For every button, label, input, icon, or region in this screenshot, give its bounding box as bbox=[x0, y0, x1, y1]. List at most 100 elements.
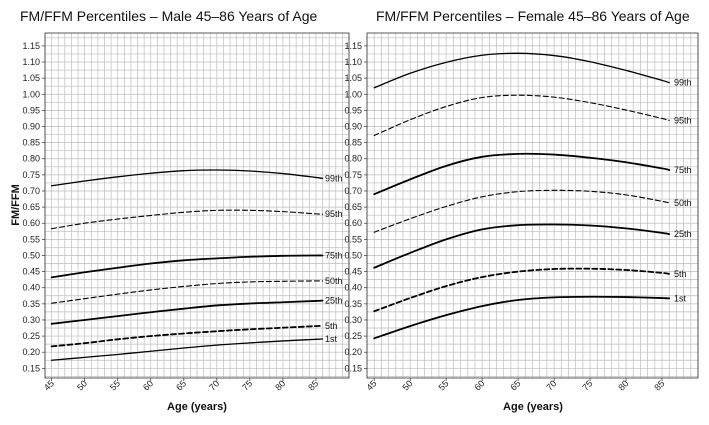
y-tick-label: 0.85 bbox=[344, 138, 362, 148]
y-tick-label: 0.90 bbox=[344, 122, 362, 132]
x-tick-label: 85 bbox=[306, 378, 320, 392]
y-tick-label: 0.70 bbox=[22, 186, 40, 196]
series-label-female-99th: 99th bbox=[674, 78, 692, 88]
series-label-male-1st: 1st bbox=[325, 334, 338, 344]
chart-title-male: FM/FFM Percentiles – Male 45–86 Years of… bbox=[20, 8, 317, 24]
x-tick-label: 60 bbox=[472, 378, 486, 392]
series-female: 1st 5th 25th 50th 75th 95th 99th bbox=[373, 52, 692, 340]
series-label-female-50th: 50th bbox=[674, 198, 692, 208]
y-tick-label: 0.65 bbox=[344, 202, 362, 212]
series-label-male-50th: 50th bbox=[325, 276, 343, 286]
x-tick-label: 75 bbox=[240, 378, 254, 392]
y-tick-label: 1.05 bbox=[344, 73, 362, 83]
y-tick-label: 0.70 bbox=[344, 186, 362, 196]
series-label-female-25th: 25th bbox=[674, 229, 692, 239]
chart-title-female: FM/FFM Percentiles – Female 45–86 Years … bbox=[376, 8, 690, 24]
x-tick-label: 80 bbox=[273, 378, 287, 392]
x-tick-label: 65 bbox=[508, 378, 522, 392]
series-male: 1st 5th 25th 50th 75th 95th 99th bbox=[50, 169, 343, 361]
series-label-female-1st: 1st bbox=[674, 293, 687, 303]
y-tick-label: 0.45 bbox=[22, 267, 40, 277]
series-label-male-75th: 75th bbox=[325, 250, 343, 260]
y-tick-label: 0.40 bbox=[22, 283, 40, 293]
y-tick-label: 1.05 bbox=[22, 73, 40, 83]
y-tick-label: 0.35 bbox=[22, 299, 40, 309]
grid-male bbox=[44, 33, 350, 378]
y-tick-label: 0.50 bbox=[344, 250, 362, 260]
x-tick-label: 85 bbox=[652, 378, 666, 392]
plot-frame-female bbox=[366, 32, 699, 379]
series-label-male-95th: 95th bbox=[325, 209, 343, 219]
series-label-female-75th: 75th bbox=[674, 165, 692, 175]
ticks-female: 0.15 0.20 0.25 0.30 0.35 0.40 0.45 0.50 0.55 0.60… bbox=[344, 41, 666, 393]
series-label-male-5th: 5th bbox=[325, 321, 338, 331]
grid-female bbox=[366, 33, 699, 378]
y-tick-label: 0.15 bbox=[344, 363, 362, 373]
y-tick-label: 0.55 bbox=[344, 234, 362, 244]
series-line-female-95th bbox=[373, 94, 670, 137]
y-tick-label: 0.80 bbox=[22, 154, 40, 164]
series-line-male-75th bbox=[50, 254, 324, 279]
chart-female: FM/FFM Percentiles – Female 45–86 Years … bbox=[344, 8, 699, 413]
x-tick-label: 50 bbox=[400, 378, 414, 392]
x-tick-label: 75 bbox=[580, 378, 594, 392]
y-tick-label: 0.75 bbox=[344, 170, 362, 180]
series-line-female-99th bbox=[373, 52, 670, 89]
series-line-male-5th bbox=[50, 324, 324, 348]
plot-frame-male bbox=[44, 32, 350, 379]
chart-male: FM/FFM Percentiles – Male 45–86 Years of… bbox=[10, 8, 350, 413]
x-tick-label: 45 bbox=[364, 378, 378, 392]
series-label-female-95th: 95th bbox=[674, 115, 692, 125]
x-axis-label-female: Age (years) bbox=[503, 401, 563, 413]
y-tick-label: 0.65 bbox=[22, 202, 40, 212]
y-tick-label: 1.10 bbox=[344, 57, 362, 67]
y-tick-label: 0.95 bbox=[344, 105, 362, 115]
y-tick-label: 0.30 bbox=[22, 315, 40, 325]
x-axis-label-male: Age (years) bbox=[167, 401, 227, 413]
series-line-female-1st bbox=[373, 295, 671, 340]
y-tick-label: 0.60 bbox=[22, 218, 40, 228]
y-tick-label: 0.50 bbox=[22, 250, 40, 260]
x-tick-label: 80 bbox=[616, 378, 630, 392]
y-tick-label: 1.15 bbox=[22, 41, 40, 51]
y-tick-label: 0.20 bbox=[344, 347, 362, 357]
series-line-male-99th bbox=[50, 169, 324, 187]
ticks-male: 0.15 0.20 0.25 0.30 0.35 0.40 0.45 0.50 0.55 0.60… bbox=[22, 41, 320, 393]
y-tick-label: 0.90 bbox=[22, 122, 40, 132]
x-tick-label: 50 bbox=[75, 378, 89, 392]
y-tick-label: 0.35 bbox=[344, 299, 362, 309]
y-tick-label: 1.15 bbox=[344, 41, 362, 51]
series-line-male-25th bbox=[50, 299, 324, 325]
series-line-female-25th bbox=[373, 223, 671, 269]
y-tick-label: 0.20 bbox=[22, 347, 40, 357]
series-line-female-75th bbox=[373, 152, 671, 196]
y-tick-label: 0.85 bbox=[22, 138, 40, 148]
x-tick-label: 70 bbox=[207, 378, 221, 392]
x-tick-label: 55 bbox=[108, 378, 122, 392]
y-tick-label: 0.55 bbox=[22, 234, 40, 244]
y-tick-label: 0.60 bbox=[344, 218, 362, 228]
x-tick-label: 55 bbox=[436, 378, 450, 392]
y-tick-label: 1.00 bbox=[344, 89, 362, 99]
y-tick-label: 1.10 bbox=[22, 57, 40, 67]
y-tick-label: 0.40 bbox=[344, 283, 362, 293]
y-tick-label: 0.45 bbox=[344, 267, 362, 277]
y-tick-label: 0.75 bbox=[22, 170, 40, 180]
series-line-male-1st bbox=[50, 338, 324, 361]
y-tick-label: 0.30 bbox=[344, 315, 362, 325]
series-line-male-95th bbox=[51, 209, 324, 230]
x-tick-label: 70 bbox=[544, 378, 558, 392]
series-label-female-5th: 5th bbox=[674, 269, 687, 279]
y-tick-label: 1.00 bbox=[22, 89, 40, 99]
y-tick-label: 0.25 bbox=[344, 331, 362, 341]
series-label-male-25th: 25th bbox=[325, 296, 343, 306]
x-tick-label: 65 bbox=[174, 378, 188, 392]
series-label-male-99th: 99th bbox=[325, 173, 343, 183]
y-tick-label: 0.15 bbox=[22, 363, 40, 373]
y-tick-label: 0.80 bbox=[344, 154, 362, 164]
series-line-female-50th bbox=[373, 189, 670, 233]
y-tick-label: 0.25 bbox=[22, 331, 40, 341]
y-axis-label-male: FM/FFM bbox=[10, 184, 22, 226]
x-tick-label: 45 bbox=[42, 378, 56, 392]
